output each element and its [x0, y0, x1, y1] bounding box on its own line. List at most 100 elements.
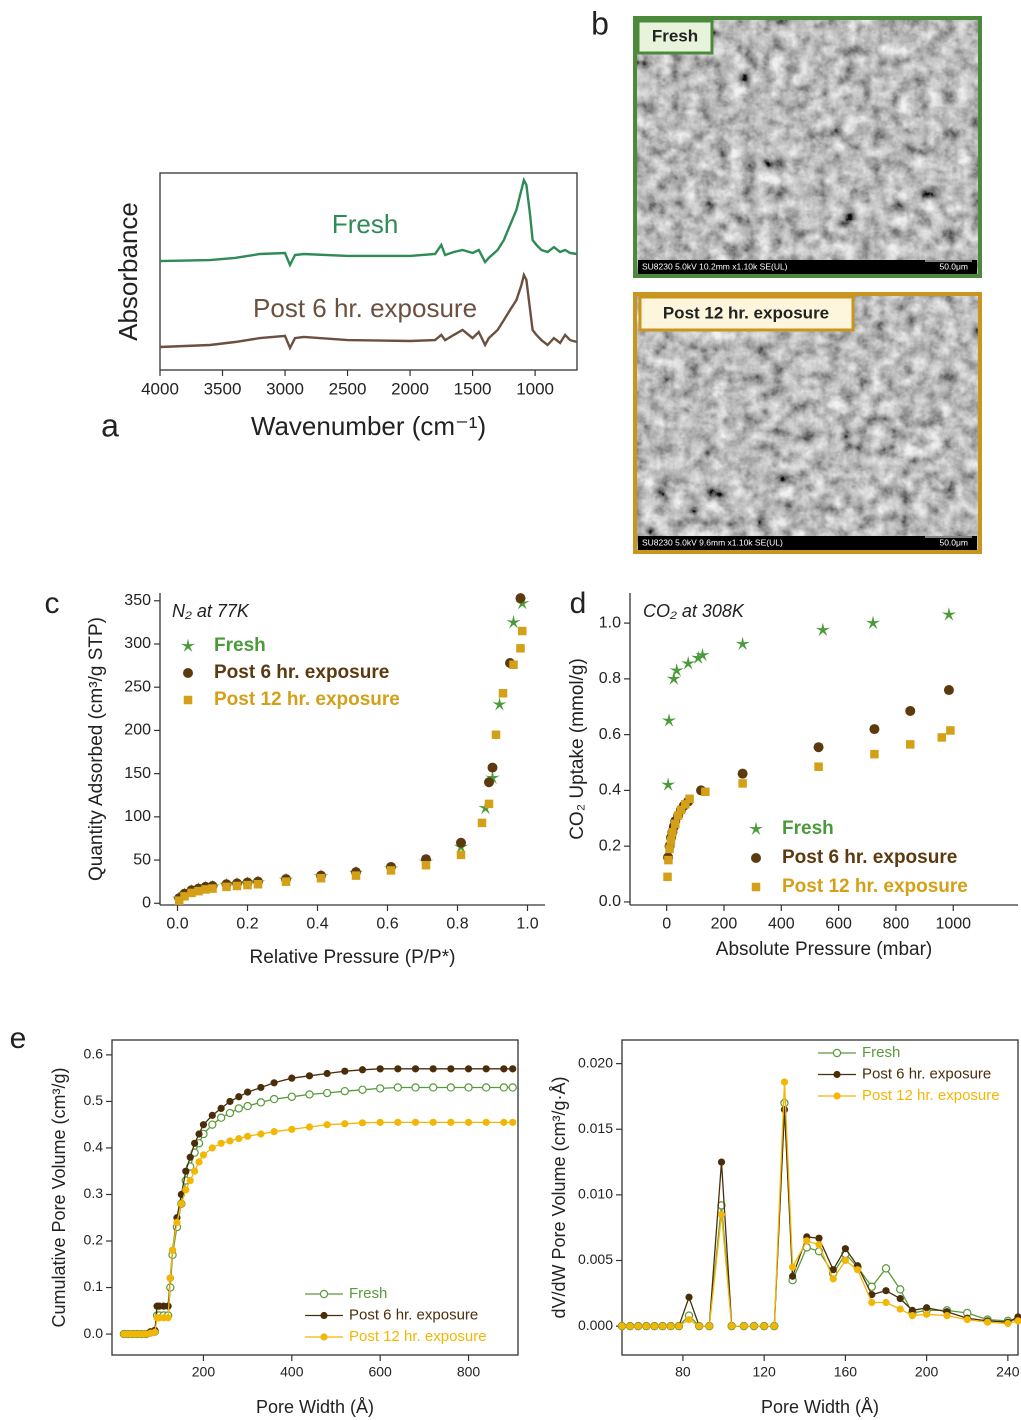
square-marker [316, 873, 326, 883]
series-line [159, 176, 578, 268]
x-tick-label: 240 [996, 1364, 1020, 1380]
x-tick-label: 4000 [141, 379, 179, 398]
series-label: Fresh [332, 209, 398, 239]
square-marker [351, 871, 361, 880]
legend-label: Post 12 hr. exposure [862, 1087, 1000, 1104]
circle-marker [208, 1111, 216, 1119]
open-circle-marker [464, 1083, 473, 1092]
sem-frame [633, 292, 982, 554]
circle-marker [705, 1322, 713, 1330]
circle-marker [618, 1322, 626, 1330]
y-tick-label: 0 [142, 894, 151, 911]
circle-marker [244, 1088, 252, 1096]
circle-marker [186, 1153, 194, 1161]
circle-marker [482, 1065, 490, 1073]
square-marker [477, 818, 487, 828]
x-tick-label: 800 [457, 1364, 481, 1380]
circle-marker [358, 1066, 367, 1074]
panel-label: e [10, 1022, 27, 1055]
circle-marker [685, 1293, 693, 1301]
open-circle-marker [896, 1285, 905, 1294]
y-tick-label: 0.2 [84, 1232, 104, 1248]
x-tick-label: 200 [915, 1364, 939, 1380]
square-marker [663, 872, 672, 882]
square-marker [671, 819, 680, 829]
circle-marker [717, 1210, 726, 1219]
star-marker [661, 713, 677, 727]
open-circle-marker [499, 1083, 509, 1092]
x-tick-label: 0.8 [446, 915, 468, 932]
circle-marker [288, 1074, 296, 1082]
open-circle-marker [508, 1083, 517, 1092]
y-tick-label: 300 [124, 635, 151, 652]
legend-label: Post 12 hr. exposure [782, 876, 968, 897]
star-marker [735, 636, 750, 651]
open-circle-marker [319, 1289, 329, 1299]
square-marker [222, 882, 231, 892]
square-marker [484, 799, 494, 809]
circle-marker [447, 1065, 455, 1073]
circle-marker [770, 1322, 778, 1330]
star-marker [941, 607, 957, 621]
star-marker [661, 777, 676, 791]
y-tick-label: 100 [124, 808, 151, 825]
sem-label-box [638, 295, 855, 332]
circle-marker [358, 1119, 367, 1127]
circle-marker [244, 1132, 252, 1140]
square-marker [685, 794, 694, 804]
square-marker [175, 896, 184, 905]
circle-marker [411, 1065, 420, 1073]
x-tick-label: 2500 [329, 379, 367, 398]
y-tick-label: 0.1 [84, 1278, 104, 1294]
circle-marker [186, 1176, 194, 1185]
square-marker [814, 762, 823, 771]
square-marker [870, 749, 879, 759]
x-tick-label: 1000 [516, 379, 554, 398]
sem-image: SU8230 5.0kV 10.2mm x1.10k SE(UL) 50.0μm… [633, 16, 982, 278]
open-circle-marker [269, 1094, 279, 1104]
circle-marker [829, 1275, 837, 1283]
y-tick-label: 0.015 [578, 1120, 613, 1136]
circle-marker [173, 1218, 181, 1226]
y-tick-label: 250 [124, 678, 151, 695]
square-marker [456, 850, 466, 860]
circle-marker [737, 768, 748, 779]
x-tick-label: 600 [825, 915, 852, 932]
y-tick-label: 0.4 [599, 782, 621, 799]
legend-label: Post 6 hr. exposure [862, 1065, 991, 1082]
star-marker [506, 614, 521, 629]
circle-marker [394, 1118, 402, 1126]
circle-marker [509, 1065, 517, 1073]
circle-marker [208, 1144, 216, 1152]
circle-marker [195, 1130, 203, 1138]
y-tick-label: 0.5 [84, 1092, 104, 1108]
circle-marker [841, 1245, 849, 1253]
circle-marker [270, 1128, 278, 1136]
x-tick-label: 3000 [266, 379, 304, 398]
x-tick-label: 0 [662, 915, 671, 932]
circle-marker [191, 1139, 199, 1147]
star-marker [865, 615, 881, 630]
circle-marker [270, 1079, 278, 1087]
sem-scale: 50.0μm [939, 537, 968, 547]
circle-marker [659, 1322, 667, 1330]
x-tick-label: 400 [768, 915, 795, 932]
circle-marker [500, 1118, 508, 1126]
circle-marker [882, 1298, 890, 1307]
series-label: Post 6 hr. exposure [253, 293, 477, 323]
circle-marker [411, 1118, 420, 1126]
circle-marker [376, 1065, 384, 1073]
circle-marker [803, 1237, 811, 1245]
circle-marker [1014, 1317, 1021, 1325]
open-circle-marker [234, 1104, 243, 1113]
circle-marker [183, 668, 193, 678]
y-tick-label: 0.0 [84, 1325, 104, 1341]
star-marker [666, 671, 681, 685]
sem-image: SU8230 5.0kV 9.6mm x1.10k SE(UL) 50.0μm … [633, 292, 982, 554]
square-marker [681, 800, 690, 809]
square-marker [253, 880, 263, 889]
circle-marker [509, 1118, 517, 1126]
circle-marker [833, 1092, 841, 1100]
circle-marker [464, 1065, 473, 1073]
sem-label: Post 12 hr. exposure [663, 303, 829, 322]
